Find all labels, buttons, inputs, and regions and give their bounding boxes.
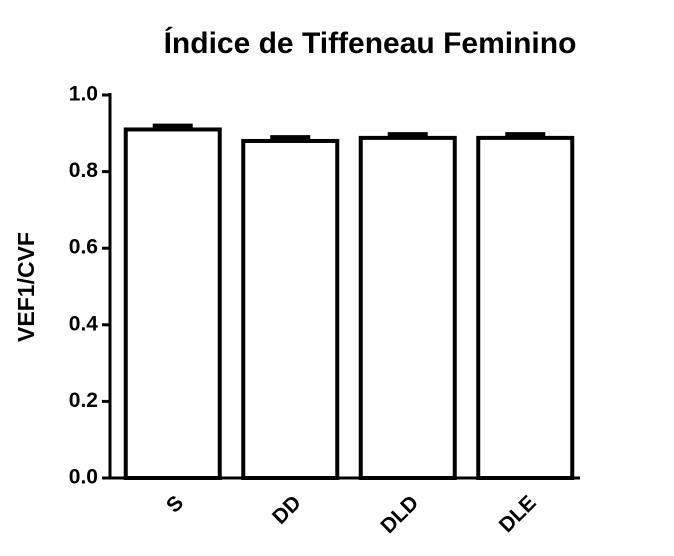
x-tick-label: DLE — [495, 491, 541, 537]
y-tick-label: 0.6 — [69, 236, 98, 259]
bar — [358, 135, 457, 480]
x-tick-label: DLD — [376, 491, 423, 538]
x-tick-label: S — [162, 491, 188, 517]
bar — [123, 127, 222, 480]
y-tick-label: 0.8 — [69, 159, 99, 182]
bar — [241, 138, 340, 481]
bar — [476, 135, 575, 480]
x-tick-label: DD — [268, 491, 306, 529]
y-tick-label: 0.2 — [69, 389, 98, 412]
y-axis-label: VEF1/CVF — [13, 232, 39, 342]
chart-title: Índice de Tiffeneau Feminino — [164, 26, 577, 60]
y-tick-label: 0.4 — [69, 312, 99, 335]
y-tick-label: 1.0 — [69, 83, 98, 106]
y-tick-label: 0.0 — [69, 466, 98, 489]
